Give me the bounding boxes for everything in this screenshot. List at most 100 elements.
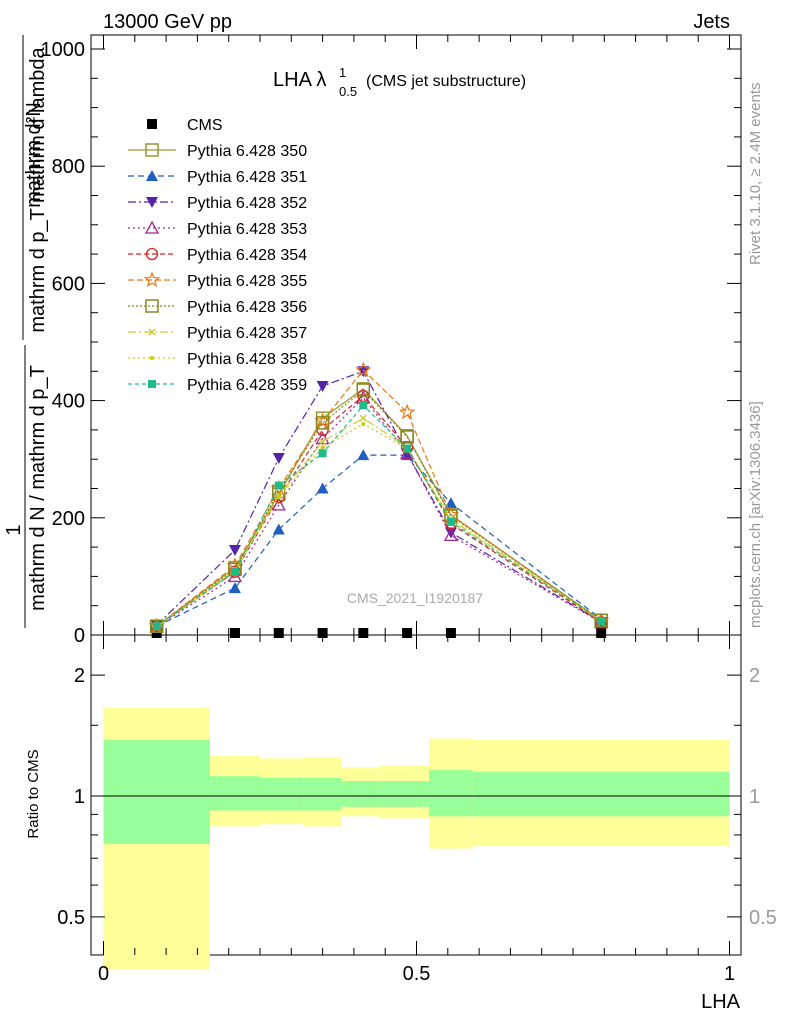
legend-entry-9: Pythia 6.428 358 xyxy=(128,351,307,368)
ratio-ytick-label-0: 0.5 xyxy=(57,907,85,929)
legend-label-6: Pythia 6.428 355 xyxy=(187,273,307,290)
legend-marker-5 xyxy=(145,247,159,261)
legend-label-8: Pythia 6.428 357 xyxy=(187,325,307,342)
legend-label-9: Pythia 6.428 358 xyxy=(187,351,307,368)
series-2-point-3 xyxy=(316,482,329,494)
header-right: Jets xyxy=(693,11,730,33)
legend-marker-7 xyxy=(145,299,159,313)
legend-label-2: Pythia 6.428 351 xyxy=(187,169,307,186)
series-9-point-2 xyxy=(276,495,281,500)
ratio-band-inner-4 xyxy=(341,780,379,807)
series-7-point-5 xyxy=(400,430,414,444)
series-0-point-6 xyxy=(445,628,456,638)
series-2-point-6 xyxy=(444,497,457,509)
series-layer xyxy=(148,361,610,638)
series-3-point-4 xyxy=(357,366,370,378)
legend-label-0: CMS xyxy=(187,117,223,134)
main-ylabel: 1 mathrm d N / mathrm d p_T mathrm d²N m… xyxy=(3,35,49,628)
series-line-8 xyxy=(156,417,602,628)
series-2-point-2 xyxy=(272,523,285,535)
series-10 xyxy=(152,401,606,631)
legend-label-5: Pythia 6.428 354 xyxy=(187,247,307,264)
legend-entry-0: CMS xyxy=(147,117,223,134)
title-main: LHA λ xyxy=(273,69,326,91)
legend-marker-1 xyxy=(145,143,159,157)
ylabel-numer: mathrm d²N xyxy=(23,102,45,208)
main-ytick-label-1: 200 xyxy=(52,508,85,530)
series-10-point-4 xyxy=(359,401,368,410)
title-sub: 0.5 xyxy=(339,84,357,99)
series-line-10 xyxy=(156,404,602,627)
series-2-point-1 xyxy=(228,582,241,594)
ratio-xtick-label-0: 0 xyxy=(98,963,109,985)
legend-label-1: Pythia 6.428 350 xyxy=(187,143,307,160)
main-axes: 0 200 400 600 800 1000 xyxy=(41,35,741,647)
series-9-point-4 xyxy=(361,422,366,427)
title-sup: 1 xyxy=(339,65,346,80)
series-6-point-4 xyxy=(355,361,372,378)
series-line-7 xyxy=(156,389,602,627)
series-7-point-7 xyxy=(594,613,608,628)
series-line-5 xyxy=(156,395,602,628)
legend-marker-0 xyxy=(147,119,157,129)
main-title: LHA λ 1 0.5 (CMS jet substructure) xyxy=(273,65,526,99)
legend-label-4: Pythia 6.428 353 xyxy=(187,221,307,238)
ratio-ytick-label-2: 2 xyxy=(74,665,85,687)
series-10-point-5 xyxy=(403,444,412,453)
legend-marker-9 xyxy=(150,356,154,360)
ratio-band-inner-7 xyxy=(472,771,730,817)
ratio-ytick-label-right-2: 2 xyxy=(749,665,760,687)
series-7 xyxy=(149,383,608,633)
ratio-band-inner-6 xyxy=(429,770,473,817)
ratio-ytick-label-right-1: 1 xyxy=(749,786,760,808)
series-5-point-5 xyxy=(400,441,414,454)
mcplots-label: mcplots.cern.ch [arXiv:1306.3436] xyxy=(747,401,764,628)
series-6-point-2 xyxy=(270,479,288,496)
legend-marker-10 xyxy=(148,380,156,388)
series-0-point-7 xyxy=(596,628,607,638)
ratio-band-inner-0 xyxy=(103,739,210,844)
series-10-point-0 xyxy=(152,622,161,631)
series-7-point-4 xyxy=(356,383,371,397)
rivet-label: Rivet 3.1.10, ≥ 2.4M events xyxy=(747,83,764,266)
main-ytick-label-4: 800 xyxy=(52,156,85,178)
legend-entry-2: Pythia 6.428 351 xyxy=(128,169,307,186)
series-9-point-3 xyxy=(320,445,325,450)
legend-marker-2 xyxy=(146,170,158,181)
legend-entry-3: Pythia 6.428 352 xyxy=(128,195,307,212)
series-7-point-0 xyxy=(149,619,164,633)
series-0-point-2 xyxy=(273,628,284,638)
header-left: 13000 GeV pp xyxy=(103,11,232,33)
legend-entry-7: Pythia 6.428 356 xyxy=(128,299,307,316)
series-0-point-0 xyxy=(151,628,162,638)
series-0 xyxy=(151,628,607,638)
legend-entry-10: Pythia 6.428 359 xyxy=(128,377,307,394)
series-line-2 xyxy=(156,454,602,627)
ratio-ytick-label-right-0: 0.5 xyxy=(749,907,777,929)
ratio-band-inner-2 xyxy=(260,777,304,811)
series-3-point-3 xyxy=(316,380,329,392)
title-subtitle: (CMS jet substructure) xyxy=(366,73,526,90)
legend-entry-1: Pythia 6.428 350 xyxy=(128,143,307,160)
ratio-band-inner-5 xyxy=(378,780,430,807)
ratio-ytick-label-1: 1 xyxy=(74,786,85,808)
legend: CMS Pythia 6.428 350 Pythia 6.428 351 Pythi… xyxy=(128,117,307,394)
series-10-point-2 xyxy=(274,481,283,490)
main-ytick-label-5: 1000 xyxy=(41,39,86,61)
series-line-4 xyxy=(156,396,602,628)
series-line-6 xyxy=(156,369,602,627)
ratio-xlabel: LHA xyxy=(701,991,741,1013)
ratio-bands xyxy=(91,707,741,970)
series-8-point-3 xyxy=(319,438,327,446)
series-0-point-3 xyxy=(317,628,328,638)
ratio-band-inner-1 xyxy=(209,776,260,811)
ratio-band-inner-3 xyxy=(303,777,342,811)
series-6-point-5 xyxy=(398,403,416,420)
legend-marker-3 xyxy=(146,197,158,208)
ratio-ylabel: Ratio to CMS xyxy=(25,749,42,838)
main-ytick-label-3: 600 xyxy=(52,273,85,295)
ratio-xtick-label-2: 1 xyxy=(724,963,735,985)
series-10-point-6 xyxy=(446,517,455,526)
ratio-xtick-label-1: 0.5 xyxy=(403,963,431,985)
series-10-point-3 xyxy=(318,449,327,458)
